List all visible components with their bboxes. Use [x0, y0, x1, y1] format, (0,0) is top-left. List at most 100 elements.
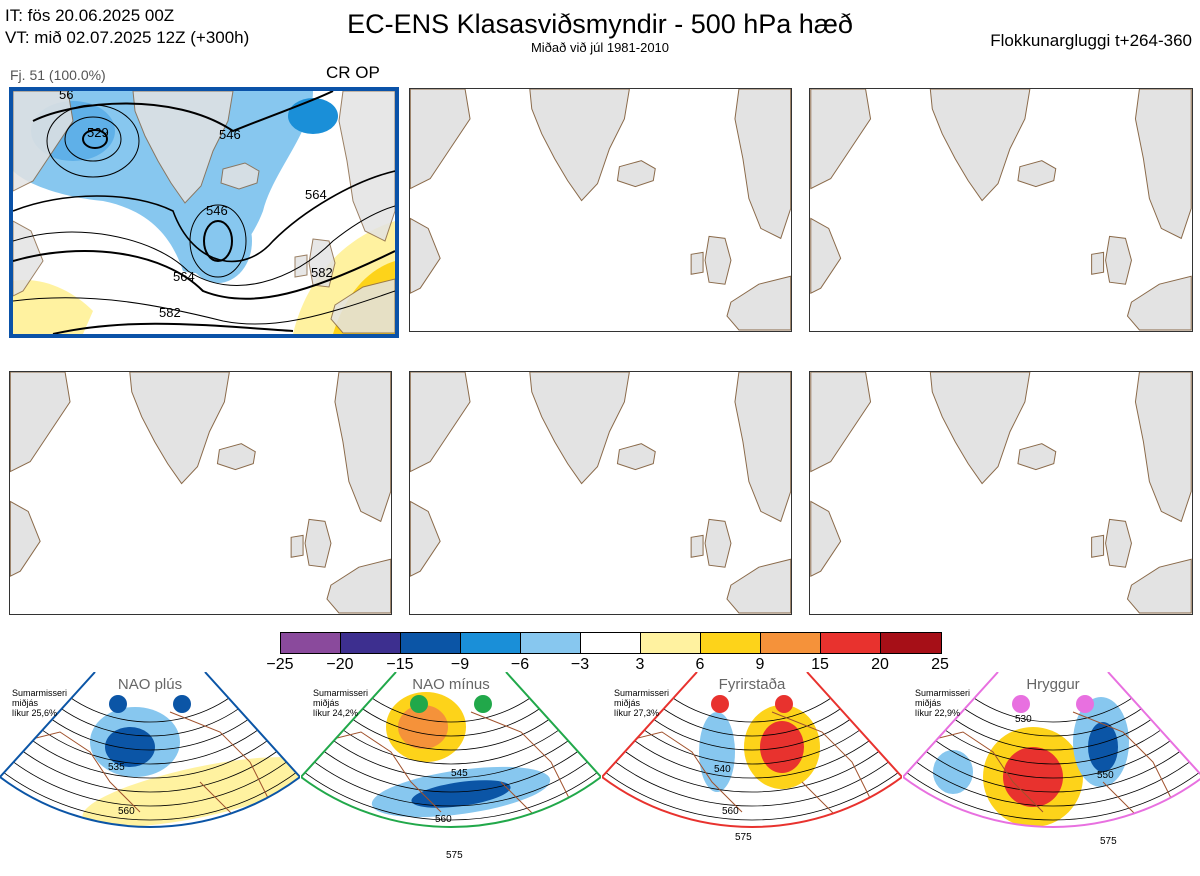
colorbar-swatch [761, 633, 821, 653]
height-contour [903, 672, 1200, 751]
colorbar-swatch [341, 633, 401, 653]
anomaly-area [82, 757, 300, 827]
contour-label: 546 [206, 203, 228, 218]
colorbar-tick-label: 9 [755, 656, 765, 673]
regime-fan: 530 550 575 [902, 671, 1200, 847]
height-contour [602, 672, 902, 737]
contour-label: 564 [173, 269, 195, 284]
height-contour [0, 672, 300, 807]
regime-info: Sumarmisseri miðjás líkur 25,6% [12, 688, 67, 718]
height-contour [0, 672, 300, 779]
regime-border [300, 671, 603, 828]
colorbar-tick-label: 6 [695, 656, 705, 673]
contour-label: 582 [159, 305, 181, 320]
anomaly-area [1088, 722, 1118, 772]
regime-info: Sumarmisseri miðjás líkur 24,2% [313, 688, 368, 718]
operational-label: CR OP [326, 63, 380, 82]
height-contour [903, 672, 1200, 737]
height-contour [301, 672, 601, 779]
height-contour [0, 672, 300, 821]
contour-label: 550 [1097, 770, 1114, 781]
contour-label: 545 [451, 768, 468, 779]
height-contour [301, 672, 601, 737]
height-contour [602, 672, 902, 751]
contour-label: 575 [446, 850, 463, 861]
regime-probability: líkur 25,6% [12, 708, 58, 718]
regime-border [0, 671, 302, 828]
colorbar-tick-label: −9 [450, 656, 470, 673]
main-map-svg: 529 546 546 564 564 582 582 56 [13, 91, 395, 334]
height-contour [13, 672, 287, 723]
cluster-count-label: Fj. 51 (100.0%) [10, 67, 106, 83]
colorbar-tick-label: 3 [635, 656, 645, 673]
cluster-map-empty [809, 371, 1193, 615]
colorbar-tick-label: −20 [326, 656, 354, 673]
contour-label: 560 [118, 806, 135, 817]
regime-centroid: miðjás [313, 698, 340, 708]
regime-marker [1012, 695, 1030, 713]
anomaly-area [760, 721, 804, 773]
colorbar-swatch [641, 633, 701, 653]
contour-label: 540 [714, 764, 731, 775]
regime-title: NAO plús [117, 676, 183, 693]
regime-probability: líkur 22,9% [915, 708, 961, 718]
cluster-map-empty [409, 88, 792, 332]
cluster-map-main: 529 546 546 564 564 582 582 56 [9, 87, 399, 338]
height-contour [903, 672, 1200, 821]
colorbar-tick-label: 25 [931, 656, 949, 673]
regime-probability: líkur 24,2% [313, 708, 359, 718]
regime-season: Sumarmisseri [12, 688, 68, 698]
height-contour [301, 672, 601, 821]
colorbar-swatch [581, 633, 641, 653]
colorbar-swatch [281, 633, 341, 653]
height-contour [0, 672, 300, 765]
height-contour [903, 672, 1200, 793]
height-contour [903, 672, 1200, 765]
height-contour [602, 672, 902, 821]
contour-label: 530 [1015, 714, 1032, 725]
height-contour [602, 672, 902, 807]
contour-label: 564 [305, 187, 327, 202]
anomaly-area [105, 727, 155, 767]
height-contour [916, 672, 1190, 723]
regime-title: Fyrirstaða [718, 676, 786, 693]
page-title: EC-ENS Klasasviðsmyndir - 500 hPa hæð [347, 9, 853, 39]
height-contour [903, 672, 1200, 807]
negative-anomaly-area [288, 98, 338, 134]
height-contour [301, 672, 601, 793]
regime-probability: líkur 27,3% [614, 708, 660, 718]
contour-label: 560 [722, 806, 739, 817]
height-contour [602, 672, 902, 793]
colorbar-tick-label: 15 [811, 656, 829, 673]
height-contour [602, 672, 902, 779]
regime-panel: 540 560 575 Fyrirstaða Sumarmisseri miðjás lík… [601, 671, 904, 871]
colorbar-tick-label: 20 [871, 656, 889, 673]
contour-label: 535 [108, 762, 125, 773]
regime-title: Hryggur [1026, 676, 1080, 693]
vt-line: VT: mið 02.07.2025 12Z (+300h) [5, 28, 250, 47]
regime-info: Sumarmisseri miðjás líkur 27,3% [614, 688, 669, 718]
colorbar-swatch [521, 633, 581, 653]
regime-info: Sumarmisseri miðjás líkur 22,9% [915, 688, 970, 718]
regime-season: Sumarmisseri [614, 688, 670, 698]
regime-marker [474, 695, 492, 713]
height-contour [0, 672, 300, 751]
cluster-map-empty [809, 88, 1193, 332]
regime-panel: 545 560 575 NAO mínus Sumarmisseri miðjás líku… [300, 671, 603, 871]
regime-marker [109, 695, 127, 713]
anomaly-area [411, 780, 511, 808]
colorbar-swatch [401, 633, 461, 653]
regime-marker [711, 695, 729, 713]
height-contour [301, 672, 601, 765]
colorbar-tick-label: −25 [266, 656, 294, 673]
regime-title: NAO mínus [412, 676, 490, 693]
cluster-map-empty [9, 371, 392, 615]
page-subtitle: Miðað við júl 1981-2010 [530, 40, 670, 55]
regime-fan: 535 560 [0, 671, 302, 828]
regime-border [902, 671, 1200, 828]
height-contour [0, 672, 300, 737]
regime-centroid: miðjás [12, 698, 39, 708]
colorbar-swatch [821, 633, 881, 653]
it-line: IT: fös 20.06.2025 00Z [5, 6, 175, 25]
colorbar [280, 632, 942, 654]
